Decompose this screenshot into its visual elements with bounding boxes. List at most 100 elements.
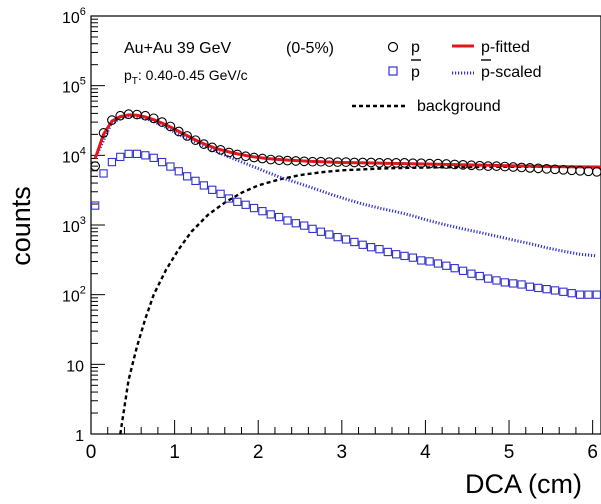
antiproton-point xyxy=(358,240,367,249)
proton-point xyxy=(591,166,601,177)
antiproton-point xyxy=(308,224,317,234)
y-tick-label: 103 xyxy=(62,215,86,236)
antiproton-point xyxy=(575,290,585,299)
antiproton-point xyxy=(375,245,384,254)
antiproton-point xyxy=(191,176,200,186)
proton-point xyxy=(190,135,201,146)
antiproton-point xyxy=(141,151,150,160)
antiproton-point xyxy=(450,264,459,273)
legend-label-scaled: p-scaled xyxy=(481,64,541,81)
legend-label-pbar: p xyxy=(411,64,420,81)
antiproton-point xyxy=(182,172,192,181)
antiproton-point xyxy=(534,283,543,293)
x-tick-label: 0 xyxy=(86,442,97,463)
background-curve xyxy=(119,165,601,434)
y-tick-exponent: 6 xyxy=(80,6,86,18)
y-tick-label: 104 xyxy=(62,145,86,166)
proton-point xyxy=(173,126,184,137)
antiproton-point xyxy=(542,285,551,294)
antiproton-point xyxy=(166,162,175,171)
y-tick-base: 10 xyxy=(62,80,80,97)
axis-ticks xyxy=(90,15,594,435)
legend-label-scaled-suffix: -scaled xyxy=(490,64,542,81)
antiproton-point xyxy=(99,169,108,178)
antiproton-point xyxy=(400,251,409,261)
antiproton-point xyxy=(149,153,158,163)
y-tick-exponent: 2 xyxy=(80,285,86,297)
antiproton-point xyxy=(433,259,443,268)
x-tick-label: 2 xyxy=(253,442,264,463)
antiproton-point xyxy=(383,247,392,257)
y-tick-label: 1 xyxy=(75,428,84,445)
antiproton-point xyxy=(216,189,225,198)
antiproton-point xyxy=(157,157,167,167)
y-tick-base: 10 xyxy=(62,149,80,166)
proton-point xyxy=(157,117,167,127)
antiproton-point xyxy=(300,221,309,230)
antiproton-point xyxy=(425,257,434,266)
antiproton-point xyxy=(475,271,484,281)
antiproton-point xyxy=(325,230,334,239)
legend-marker-square xyxy=(388,66,398,76)
antiproton-point xyxy=(550,286,560,295)
proton-point xyxy=(182,131,192,141)
antiproton-point xyxy=(132,149,142,159)
antiproton-point xyxy=(291,219,300,228)
antiproton-point xyxy=(341,235,351,244)
proton-point xyxy=(98,128,109,138)
antiproton-point xyxy=(266,210,275,219)
antiproton-point xyxy=(258,207,267,216)
y-tick-exponent: 3 xyxy=(80,215,86,227)
legend-label-scaled-p: p xyxy=(481,64,490,81)
proton-point xyxy=(199,139,209,149)
antiproton-point xyxy=(91,201,100,210)
pt-subscript: T xyxy=(132,76,138,87)
antiproton-point xyxy=(249,203,259,213)
centrality-label: (0-5%) xyxy=(286,40,334,57)
antiproton-point xyxy=(124,149,133,159)
proton-point xyxy=(148,113,159,124)
antiproton-point xyxy=(107,157,117,167)
antiproton-point xyxy=(199,181,209,190)
antiproton-point xyxy=(233,197,242,206)
scaled-antiproton-curve xyxy=(93,114,597,258)
antiproton-point xyxy=(525,282,535,291)
x-tick-label: 3 xyxy=(337,442,348,463)
proton-point xyxy=(165,121,176,132)
y-tick-exponent: 5 xyxy=(80,76,86,88)
y-tick-label: 10 xyxy=(66,358,84,375)
y-tick-label: 102 xyxy=(62,285,86,306)
x-tick-label: 4 xyxy=(420,442,431,463)
antiproton-point xyxy=(241,200,250,209)
x-axis-title: DCA (cm) xyxy=(465,469,582,499)
antiproton-point xyxy=(467,269,476,278)
antiproton-point xyxy=(350,237,359,247)
x-tick-label: 5 xyxy=(504,442,515,463)
proton-point xyxy=(107,115,117,125)
legend-marker-circle xyxy=(387,41,399,53)
antiproton-point xyxy=(417,256,426,265)
pt-symbol: p xyxy=(124,67,132,83)
antiproton-point xyxy=(483,274,493,283)
x-tick-label: 6 xyxy=(587,442,598,463)
antiproton-point xyxy=(392,250,401,259)
antiproton-point xyxy=(517,280,526,289)
series-layer xyxy=(91,109,601,434)
x-tick-label: 1 xyxy=(169,442,180,463)
y-tick-label: 106 xyxy=(62,6,86,27)
antiproton-point xyxy=(283,216,292,225)
antiproton-point xyxy=(274,212,284,222)
antiproton-point xyxy=(567,289,576,298)
proton-point xyxy=(91,161,101,171)
antiproton-point xyxy=(592,290,601,299)
antiproton-point xyxy=(559,287,568,296)
y-tick-base: 10 xyxy=(62,219,80,236)
pt-range-value: : 0.40-0.45 GeV/c xyxy=(138,67,248,83)
y-tick-base: 10 xyxy=(62,10,80,27)
antiproton-point xyxy=(174,167,183,176)
antiproton-point xyxy=(584,290,593,299)
antiproton-point xyxy=(116,152,125,162)
antiproton-point xyxy=(224,194,234,203)
antiproton-point xyxy=(500,278,510,287)
